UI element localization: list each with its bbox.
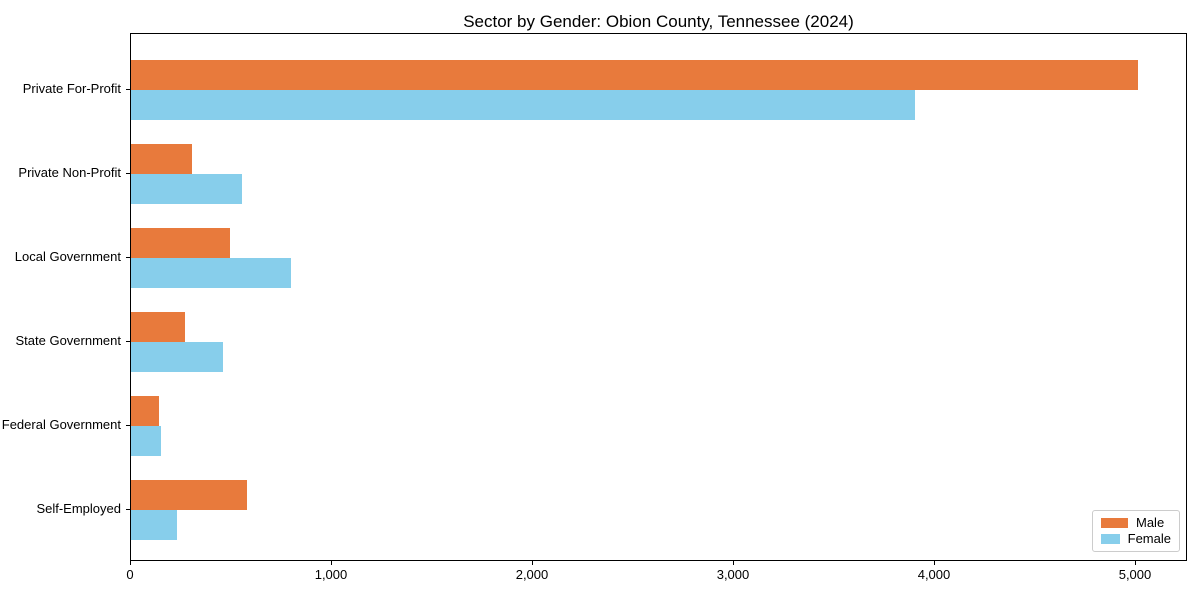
y-tick-label-federal-government: Federal Government [1, 417, 121, 432]
bar-female-federal-government [131, 426, 161, 456]
bar-female-self-employed [131, 510, 177, 540]
bar-male-state-government [131, 312, 185, 342]
plot-area [130, 33, 1187, 561]
legend-swatch-male-icon [1101, 518, 1128, 528]
x-tick-label-0: 0 [126, 567, 134, 582]
x-tick-mark [1135, 561, 1136, 565]
x-tick-mark [934, 561, 935, 565]
bar-male-private-for-profit [131, 60, 1138, 90]
x-tick-label-2000: 2,000 [515, 567, 549, 582]
bar-male-self-employed [131, 480, 247, 510]
legend-swatch-female-icon [1101, 534, 1120, 544]
x-tick-label-5000: 5,000 [1118, 567, 1152, 582]
bar-female-state-government [131, 342, 223, 372]
x-tick-mark [331, 561, 332, 565]
x-tick-label-1000: 1,000 [314, 567, 348, 582]
y-tick-label-private-non-profit: Private Non-Profit [18, 165, 121, 180]
legend-label-female: Female [1127, 531, 1171, 546]
x-tick-mark [532, 561, 533, 565]
bar-male-local-government [131, 228, 230, 258]
y-tick-mark [126, 341, 130, 342]
x-tick-label-3000: 3,000 [716, 567, 750, 582]
legend-item-male: Male [1101, 516, 1171, 530]
y-tick-label-state-government: State Government [15, 333, 122, 348]
y-tick-mark [126, 173, 130, 174]
chart-title: Sector by Gender: Obion County, Tennesse… [463, 12, 854, 31]
legend-label-male: Male [1136, 515, 1165, 530]
bar-male-federal-government [131, 396, 159, 426]
y-tick-label-local-government: Local Government [14, 249, 121, 264]
y-tick-mark [126, 425, 130, 426]
bar-female-local-government [131, 258, 291, 288]
y-tick-label-self-employed: Self-Employed [36, 501, 121, 516]
bar-female-private-for-profit [131, 90, 915, 120]
x-tick-mark [130, 561, 131, 565]
y-tick-mark [126, 257, 130, 258]
y-tick-label-private-for-profit: Private For-Profit [22, 81, 121, 96]
legend: Male Female [1092, 510, 1180, 552]
legend-item-female: Female [1101, 532, 1171, 546]
y-tick-mark [126, 89, 130, 90]
x-tick-label-4000: 4,000 [917, 567, 951, 582]
bar-female-private-non-profit [131, 174, 242, 204]
x-tick-mark [733, 561, 734, 565]
y-tick-mark [126, 509, 130, 510]
bar-male-private-non-profit [131, 144, 192, 174]
